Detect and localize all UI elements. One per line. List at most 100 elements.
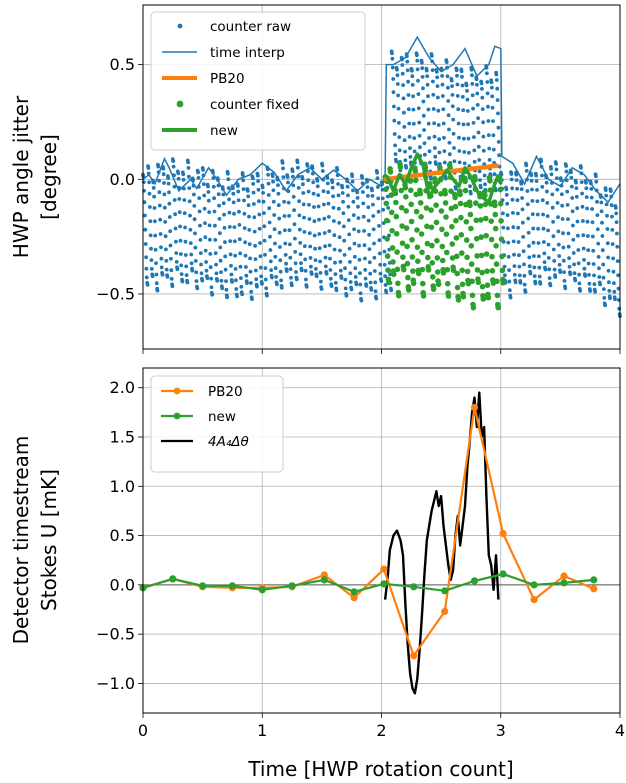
- counter-raw-point: [157, 190, 162, 195]
- counter-raw-point: [282, 214, 287, 218]
- counter-raw-point: [601, 275, 606, 280]
- counter-raw-point: [281, 175, 286, 180]
- counter-raw-point: [187, 199, 192, 204]
- counter-raw-point: [529, 178, 534, 183]
- new-point: [410, 583, 418, 591]
- counter-raw-point: [574, 194, 579, 199]
- counter-raw-point: [177, 197, 182, 201]
- counter-raw-point: [237, 223, 242, 227]
- counter-raw-point: [237, 209, 241, 214]
- counter-raw-point: [270, 275, 274, 280]
- counter-fixed-point: [455, 297, 462, 303]
- pb20-point: [441, 607, 449, 616]
- counter-fixed-point: [409, 254, 416, 260]
- counter-raw-point: [166, 181, 171, 186]
- counter-raw-point: [597, 275, 602, 279]
- counter-raw-point: [226, 177, 231, 182]
- counter-raw-point: [461, 122, 466, 127]
- counter-raw-point: [534, 173, 539, 178]
- counter-fixed-point: [396, 292, 402, 299]
- counter-raw-point: [317, 232, 322, 236]
- counter-fixed-point: [462, 178, 468, 185]
- counter-raw-point: [452, 146, 456, 150]
- counter-raw-point: [512, 252, 516, 257]
- counter-raw-point: [218, 245, 223, 250]
- counter-fixed-point: [458, 214, 464, 221]
- counter-raw-point: [252, 215, 257, 220]
- counter-raw-point: [516, 240, 521, 244]
- counter-raw-point: [461, 108, 466, 113]
- time-interp-line: [142, 35, 621, 204]
- counter-fixed-point: [429, 242, 435, 249]
- counter-raw-point: [379, 279, 384, 283]
- counter-raw-point: [238, 251, 243, 256]
- counter-raw-point: [537, 265, 542, 270]
- counter-fixed-point: [475, 279, 482, 286]
- counter-raw-point: [516, 225, 521, 230]
- counter-raw-point: [273, 254, 278, 259]
- counter-fixed-point: [484, 268, 490, 275]
- counter-fixed-point: [415, 270, 422, 277]
- counter-raw-point: [336, 193, 341, 198]
- counter-raw-point: [244, 273, 249, 278]
- counter-raw-point: [363, 268, 368, 272]
- counter-raw-point: [420, 66, 425, 70]
- counter-raw-point: [178, 224, 183, 229]
- counter-raw-point: [373, 289, 378, 294]
- new-point: [258, 586, 266, 594]
- counter-raw-point: [504, 187, 509, 192]
- counter-raw-point: [396, 106, 401, 111]
- counter-raw-point: [528, 271, 533, 276]
- counter-raw-point: [272, 227, 277, 232]
- counter-raw-point: [412, 136, 417, 141]
- counter-fixed-point: [482, 201, 489, 208]
- counter-raw-point: [262, 238, 267, 243]
- counter-raw-point: [459, 69, 464, 74]
- counter-fixed-point: [469, 292, 476, 299]
- bottom-panel-plot-area: [139, 391, 620, 695]
- counter-raw-point: [442, 135, 446, 140]
- counter-raw-point: [550, 205, 555, 210]
- counter-raw-point: [222, 226, 227, 230]
- counter-raw-point: [372, 269, 377, 273]
- counter-raw-point: [183, 239, 188, 244]
- counter-raw-point: [544, 180, 549, 185]
- counter-raw-point: [421, 86, 425, 91]
- counter-raw-point: [580, 191, 584, 196]
- counter-raw-point: [371, 227, 376, 232]
- counter-raw-point: [165, 275, 170, 279]
- counter-raw-point: [311, 191, 316, 196]
- counter-fixed-point: [454, 270, 461, 277]
- counter-raw-point: [183, 225, 188, 230]
- counter-fixed-point: [463, 219, 470, 225]
- counter-raw-point: [231, 191, 236, 196]
- counter-raw-point: [227, 210, 232, 215]
- counter-fixed-point: [440, 270, 447, 276]
- counter-raw-point: [581, 246, 586, 251]
- counter-raw-point: [436, 95, 440, 100]
- counter-raw-point: [394, 159, 399, 164]
- counter-raw-point: [328, 256, 332, 261]
- counter-fixed-point: [393, 231, 400, 237]
- legend-box: [150, 11, 366, 151]
- counter-raw-point: [173, 212, 178, 217]
- counter-raw-point: [194, 270, 199, 275]
- counter-raw-point: [349, 287, 354, 292]
- counter-raw-point: [258, 265, 263, 270]
- counter-raw-point: [537, 274, 542, 279]
- counter-raw-point: [350, 174, 355, 179]
- counter-raw-point: [586, 261, 591, 266]
- counter-raw-point: [480, 107, 485, 111]
- counter-raw-point: [188, 227, 193, 232]
- counter-fixed-point: [468, 243, 475, 249]
- counter-raw-point: [353, 266, 358, 271]
- counter-raw-point: [220, 286, 225, 291]
- counter-raw-point: [235, 294, 240, 299]
- counter-fixed-point: [462, 187, 469, 194]
- counter-raw-point: [185, 280, 190, 285]
- counter-raw-point: [522, 262, 526, 267]
- counter-raw-point: [542, 240, 546, 244]
- counter-raw-point: [356, 229, 361, 234]
- counter-raw-point: [294, 270, 298, 274]
- counter-raw-point: [296, 186, 301, 190]
